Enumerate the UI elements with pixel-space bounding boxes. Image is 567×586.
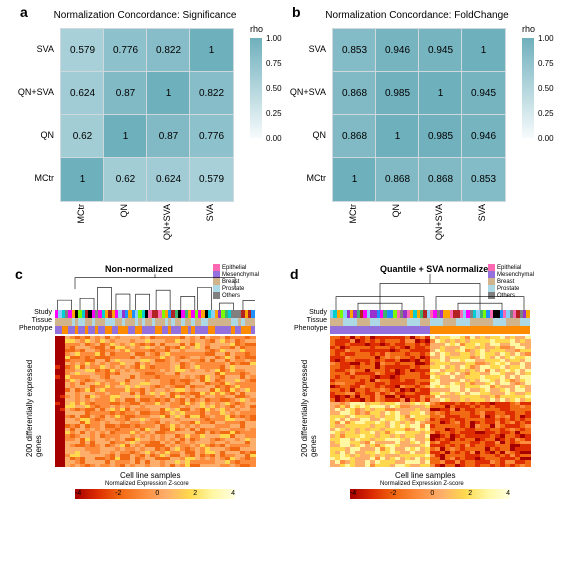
annotation-row <box>330 318 530 326</box>
x-axis-label: QN+SVA <box>434 204 444 240</box>
hm-cell: 0.853 <box>461 157 506 202</box>
hm-cell: 1 <box>60 157 105 202</box>
panel-label: a <box>20 4 28 20</box>
panel-title: Normalization Concordance: Significance <box>40 10 250 21</box>
panel-title: Normalization Concordance: FoldChange <box>312 10 522 21</box>
dendrogram <box>55 272 255 310</box>
hm-cell: 0.62 <box>103 157 148 202</box>
hm-cell: 1 <box>332 157 377 202</box>
hm-cell: 0.868 <box>375 157 420 202</box>
rho-tick: 0.50 <box>266 84 282 93</box>
annotation-row <box>55 318 255 326</box>
dendrogram <box>330 272 530 310</box>
rho-title: rho <box>250 24 263 34</box>
y-axis-label: SVA <box>284 44 326 54</box>
hm-cell: 0.985 <box>375 71 420 116</box>
y-axis-label: QN <box>12 130 54 140</box>
rho-tick: 0.75 <box>538 59 554 68</box>
hm-cell: 0.945 <box>418 28 463 73</box>
hm-cell: 0.87 <box>146 114 191 159</box>
x-axis-label: QN+SVA <box>162 204 172 240</box>
hm-cell: 0.868 <box>332 71 377 116</box>
rho-tick: 0.75 <box>266 59 282 68</box>
annotation-row <box>330 326 530 334</box>
x-axis-label: QN <box>391 204 401 218</box>
hm-cell: 0.946 <box>375 28 420 73</box>
expression-heatmap <box>330 336 530 467</box>
x-axis-label: SVA <box>477 204 487 221</box>
hm-cell: 0.822 <box>189 71 234 116</box>
hm-cell: 0.624 <box>60 71 105 116</box>
hm-cell: 0.624 <box>146 157 191 202</box>
hm-cell: 0.868 <box>418 157 463 202</box>
z-ticks: -4-2024 <box>75 490 235 497</box>
hm-cell: 1 <box>461 28 506 73</box>
hm-cell: 1 <box>375 114 420 159</box>
ann-label: Phenotype <box>19 325 52 332</box>
ann-label: Tissue <box>19 317 52 324</box>
rho-tick: 0.00 <box>538 134 554 143</box>
rho-tick: 0.25 <box>538 109 554 118</box>
z-ticks: -4-2024 <box>350 490 510 497</box>
hm-cell: 0.945 <box>461 71 506 116</box>
annotation-row <box>330 310 530 318</box>
rho-tick: 0.25 <box>266 109 282 118</box>
y-axis-label: QN+SVA <box>284 87 326 97</box>
expression-heatmap <box>55 336 255 467</box>
hm-cell: 0.776 <box>103 28 148 73</box>
hm-cell: 0.868 <box>332 114 377 159</box>
y-axis-title: 200 differentially expressed genes <box>25 346 43 457</box>
hm-cell: 1 <box>103 114 148 159</box>
rho-colorbar <box>250 38 262 138</box>
ann-label: Phenotype <box>294 325 327 332</box>
x-axis-label: QN <box>119 204 129 218</box>
hm-cell: 1 <box>189 28 234 73</box>
x-axis-label: SVA <box>205 204 215 221</box>
x-axis-label: MCtr <box>76 204 86 224</box>
annotation-row <box>55 310 255 318</box>
colorbar-title: Normalized Expression Z-score <box>105 481 189 487</box>
rho-tick: 1.00 <box>538 34 554 43</box>
x-axis-title: Cell line samples <box>395 471 455 480</box>
y-axis-label: MCtr <box>284 173 326 183</box>
panel-label: d <box>290 266 299 282</box>
rho-colorbar <box>522 38 534 138</box>
y-axis-title: 200 differentially expressed genes <box>300 346 318 457</box>
x-axis-title: Cell line samples <box>120 471 180 480</box>
hm-cell: 0.579 <box>60 28 105 73</box>
panel-label: b <box>292 4 301 20</box>
annotation-row <box>55 326 255 334</box>
panel-label: c <box>15 266 23 282</box>
ann-label: Study <box>294 309 327 316</box>
hm-cell: 1 <box>146 71 191 116</box>
rho-title: rho <box>522 24 535 34</box>
rho-tick: 1.00 <box>266 34 282 43</box>
colorbar-title: Normalized Expression Z-score <box>380 481 464 487</box>
hm-cell: 0.87 <box>103 71 148 116</box>
corr-heatmap: 0.5790.7760.82210.6240.8710.8220.6210.87… <box>60 28 232 200</box>
y-axis-label: MCtr <box>12 173 54 183</box>
hm-cell: 0.62 <box>60 114 105 159</box>
y-axis-label: QN+SVA <box>12 87 54 97</box>
hm-cell: 0.985 <box>418 114 463 159</box>
hm-cell: 1 <box>418 71 463 116</box>
y-axis-label: QN <box>284 130 326 140</box>
hm-cell: 0.946 <box>461 114 506 159</box>
hm-cell: 0.822 <box>146 28 191 73</box>
y-axis-label: SVA <box>12 44 54 54</box>
corr-heatmap: 0.8530.9460.94510.8680.98510.9450.86810.… <box>332 28 504 200</box>
hm-cell: 0.853 <box>332 28 377 73</box>
x-axis-label: MCtr <box>348 204 358 224</box>
hm-cell: 0.579 <box>189 157 234 202</box>
rho-tick: 0.50 <box>538 84 554 93</box>
ann-label: Study <box>19 309 52 316</box>
ann-label: Tissue <box>294 317 327 324</box>
rho-tick: 0.00 <box>266 134 282 143</box>
hm-cell: 0.776 <box>189 114 234 159</box>
